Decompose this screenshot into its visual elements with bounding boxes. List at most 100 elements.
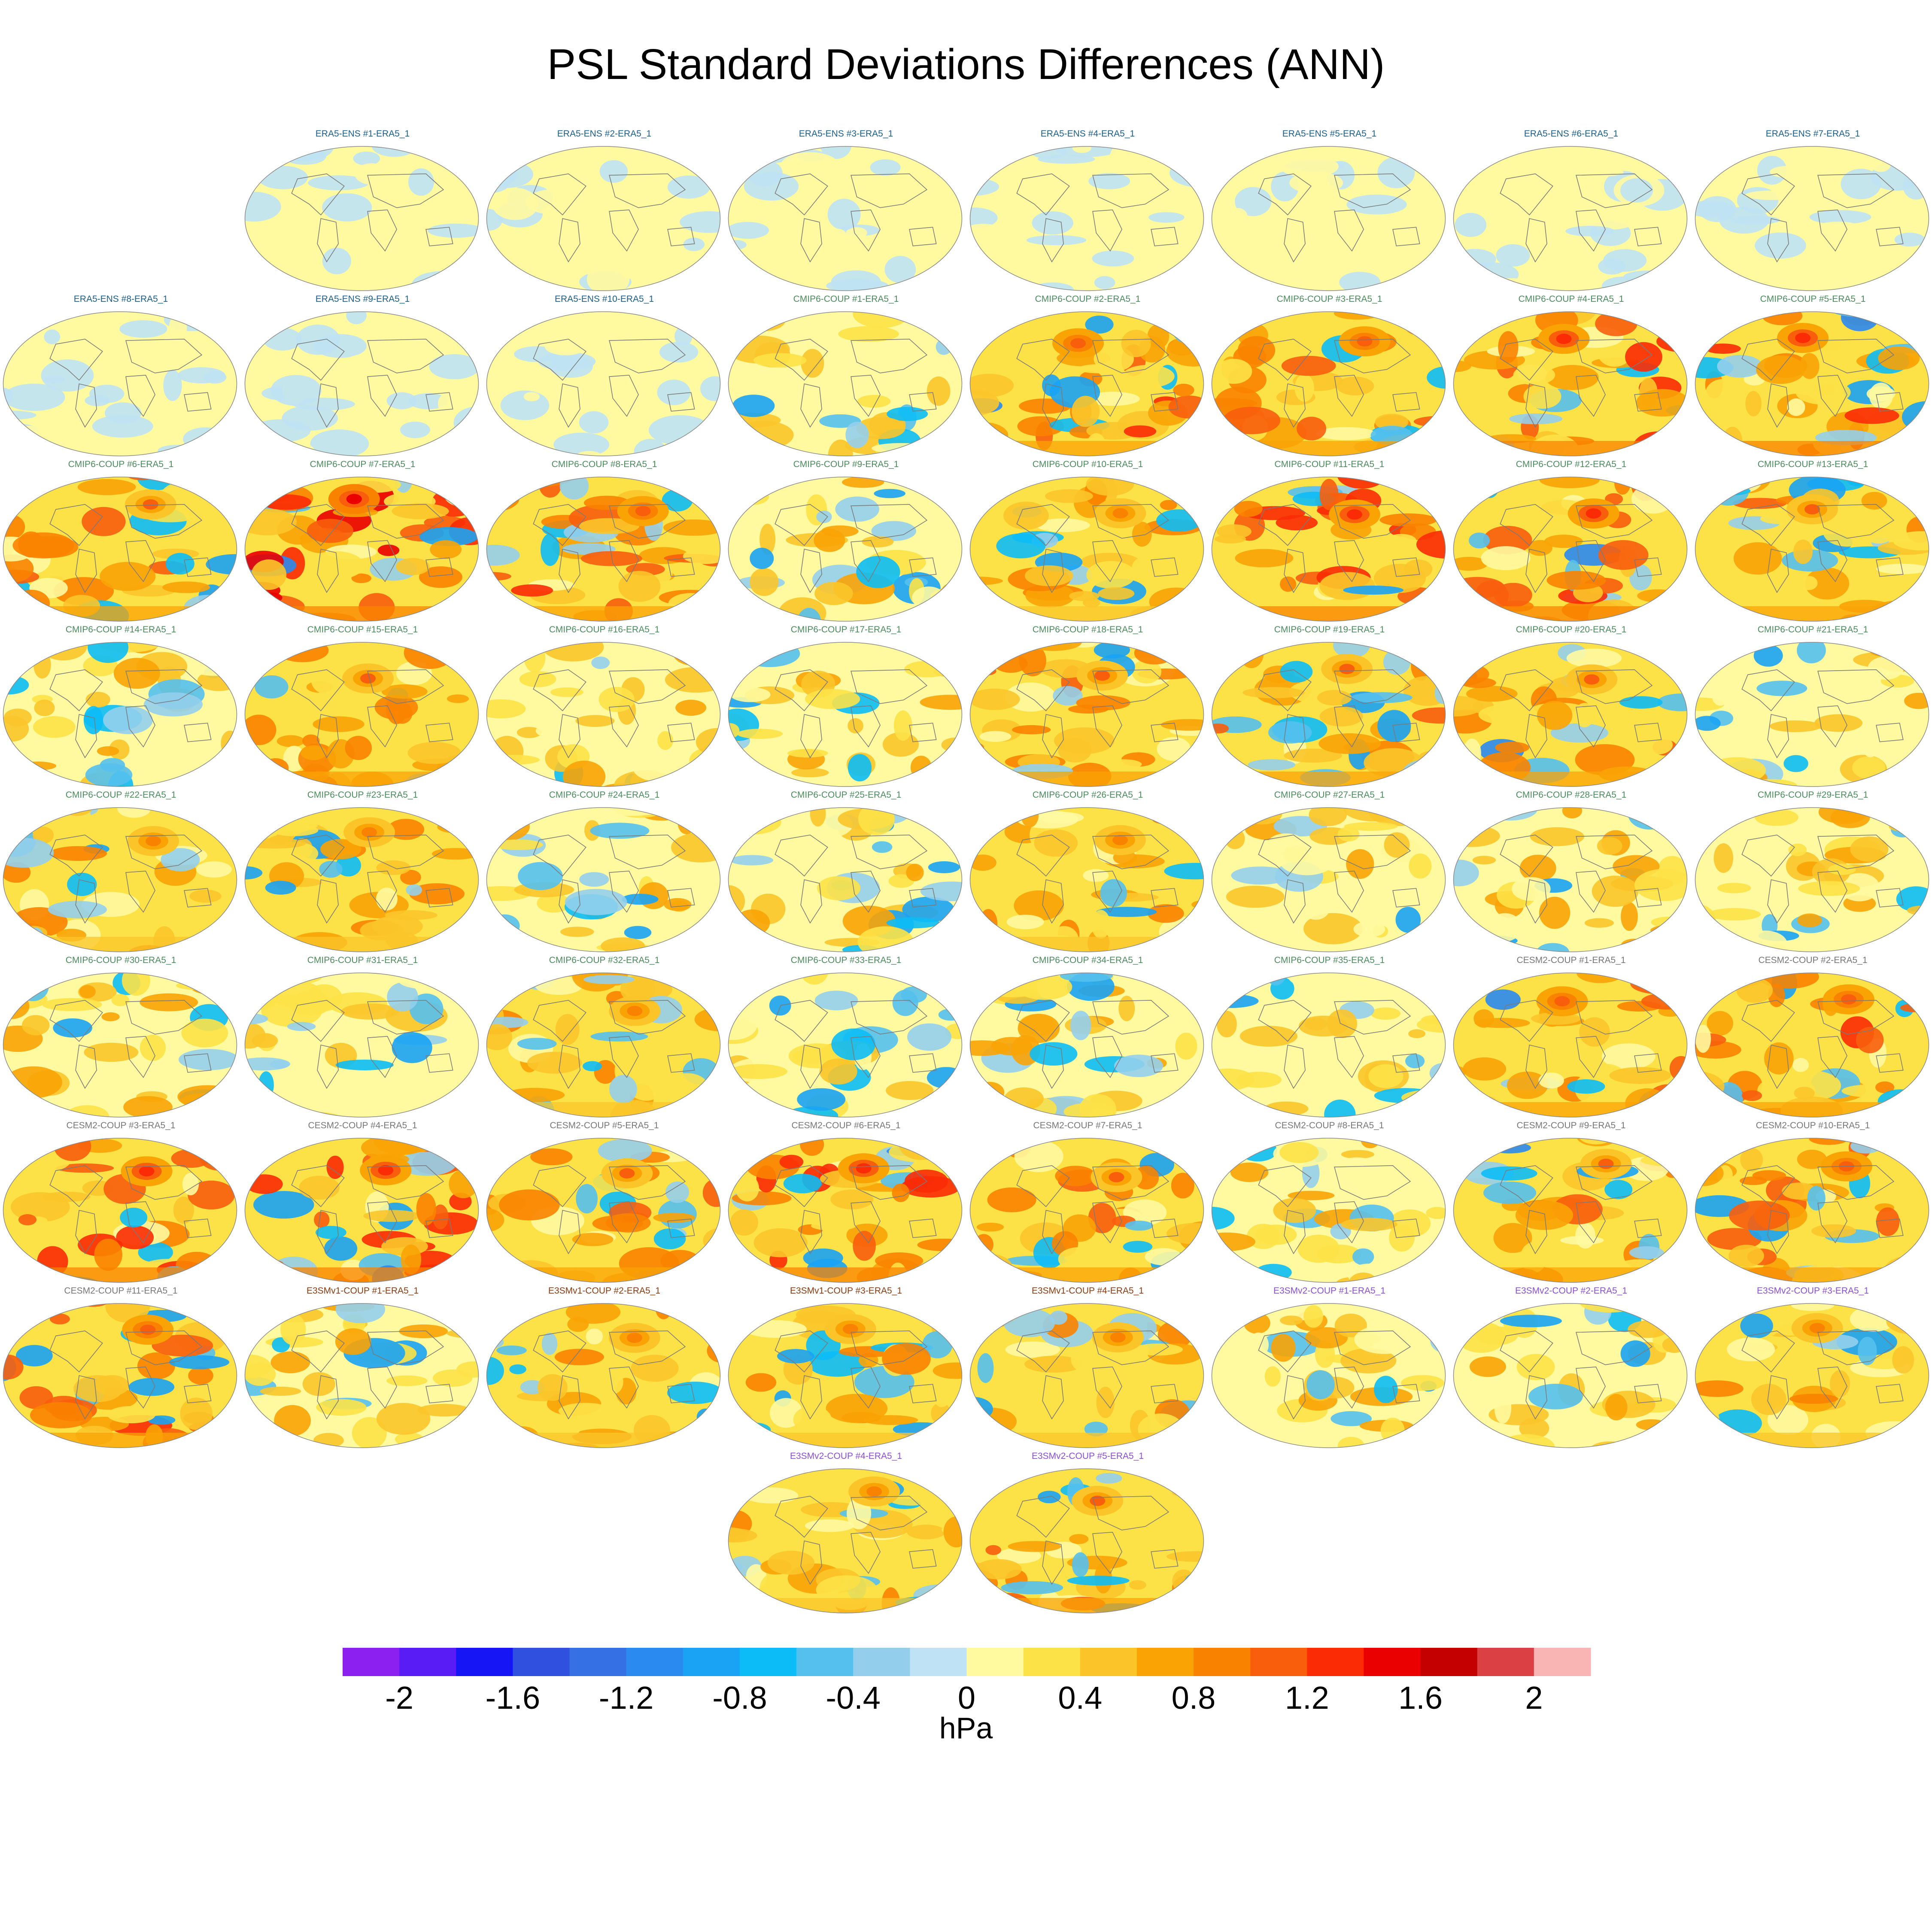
map-svg [244, 1138, 479, 1283]
panel-label: CMIP6-COUP #13-ERA5_1 [1757, 459, 1868, 469]
map-panel: CMIP6-COUP #1-ERA5_1 [725, 294, 967, 459]
map-svg [1211, 972, 1446, 1118]
map-svg [3, 477, 237, 622]
map-svg [1695, 477, 1929, 622]
map-svg [244, 311, 479, 456]
colorbar-tick-label: -2 [385, 1680, 413, 1716]
panel-label: CMIP6-COUP #4-ERA5_1 [1518, 294, 1624, 304]
panel-label: ERA5-ENS #3-ERA5_1 [799, 129, 893, 139]
panel-label: CMIP6-COUP #34-ERA5_1 [1032, 955, 1143, 965]
map-panel: ERA5-ENS #6-ERA5_1 [1450, 129, 1692, 294]
panel-label: E3SMv2-COUP #5-ERA5_1 [1031, 1451, 1144, 1461]
map-panel: CMIP6-COUP #26-ERA5_1 [967, 790, 1209, 955]
panel-label: CMIP6-COUP #14-ERA5_1 [65, 625, 176, 635]
map-svg [1211, 642, 1446, 787]
panel-label: CMIP6-COUP #27-ERA5_1 [1274, 790, 1385, 800]
map-svg [1695, 807, 1929, 952]
map-panel: CMIP6-COUP #18-ERA5_1 [967, 625, 1209, 790]
map-panel: CESM2-COUP #1-ERA5_1 [1450, 955, 1692, 1121]
map-panel: E3SMv1-COUP #1-ERA5_1 [242, 1286, 483, 1451]
map-svg [728, 1138, 963, 1283]
panel-label: CMIP6-COUP #8-ERA5_1 [551, 459, 657, 469]
map-svg [486, 146, 721, 291]
panel-label: CESM2-COUP #5-ERA5_1 [550, 1121, 659, 1130]
map-svg [1453, 146, 1688, 291]
map-panel: CMIP6-COUP #11-ERA5_1 [1209, 459, 1450, 625]
map-panel: ERA5-ENS #8-ERA5_1 [0, 294, 242, 459]
map-svg [728, 311, 963, 456]
panel-label: CESM2-COUP #11-ERA5_1 [64, 1286, 178, 1296]
map-panel: CMIP6-COUP #16-ERA5_1 [483, 625, 725, 790]
map-svg [1453, 642, 1688, 787]
map-panel: CMIP6-COUP #29-ERA5_1 [1692, 790, 1932, 955]
panel-label: CMIP6-COUP #25-ERA5_1 [790, 790, 902, 800]
map-svg [1453, 311, 1688, 456]
panel-label: CESM2-COUP #2-ERA5_1 [1758, 955, 1868, 965]
map-svg [1453, 807, 1688, 952]
map-svg [486, 477, 721, 622]
map-panel: E3SMv2-COUP #5-ERA5_1 [967, 1451, 1209, 1616]
panel-label: ERA5-ENS #4-ERA5_1 [1040, 129, 1135, 139]
map-panel: ERA5-ENS #10-ERA5_1 [483, 294, 725, 459]
map-svg [728, 972, 963, 1118]
map-panel: E3SMv2-COUP #3-ERA5_1 [1692, 1286, 1932, 1451]
colorbar-tick-label: -1.6 [485, 1680, 541, 1716]
panel-label: ERA5-ENS #2-ERA5_1 [557, 129, 652, 139]
map-svg [486, 642, 721, 787]
panel-label: CMIP6-COUP #23-ERA5_1 [307, 790, 418, 800]
map-svg [3, 642, 237, 787]
map-svg [1453, 477, 1688, 622]
map-panel: CMIP6-COUP #24-ERA5_1 [483, 790, 725, 955]
map-svg [1695, 1303, 1929, 1448]
panel-label: CMIP6-COUP #5-ERA5_1 [1760, 294, 1866, 304]
map-panel: ERA5-ENS #2-ERA5_1 [483, 129, 725, 294]
panel-label: CMIP6-COUP #21-ERA5_1 [1757, 625, 1868, 635]
map-panel: ERA5-ENS #7-ERA5_1 [1692, 129, 1932, 294]
map-svg [1453, 1138, 1688, 1283]
panel-label: CESM2-COUP #10-ERA5_1 [1756, 1121, 1870, 1130]
map-svg [1211, 311, 1446, 456]
map-svg [1211, 1138, 1446, 1283]
map-svg [1211, 146, 1446, 291]
map-panel: CESM2-COUP #9-ERA5_1 [1450, 1121, 1692, 1286]
panel-label: CMIP6-COUP #10-ERA5_1 [1032, 459, 1143, 469]
panel-label: CMIP6-COUP #15-ERA5_1 [307, 625, 418, 635]
panel-label: E3SMv1-COUP #3-ERA5_1 [790, 1286, 902, 1296]
map-panel: CMIP6-COUP #34-ERA5_1 [967, 955, 1209, 1121]
map-svg [969, 642, 1204, 787]
map-svg [3, 972, 237, 1118]
panel-label: CMIP6-COUP #22-ERA5_1 [65, 790, 176, 800]
colorbar-tick-label: 0 [957, 1680, 976, 1716]
map-svg [728, 1468, 963, 1613]
map-panel: CESM2-COUP #3-ERA5_1 [0, 1121, 242, 1286]
map-panel: E3SMv1-COUP #3-ERA5_1 [725, 1286, 967, 1451]
panel-label: CESM2-COUP #1-ERA5_1 [1516, 955, 1626, 965]
map-panel: CMIP6-COUP #12-ERA5_1 [1450, 459, 1692, 625]
map-panel: CESM2-COUP #7-ERA5_1 [967, 1121, 1209, 1286]
map-svg [969, 1303, 1204, 1448]
colorbar-tick-label: 0.4 [1058, 1680, 1103, 1716]
map-panel: CMIP6-COUP #22-ERA5_1 [0, 790, 242, 955]
panel-label: CMIP6-COUP #26-ERA5_1 [1032, 790, 1143, 800]
map-svg [728, 807, 963, 952]
map-panel: CMIP6-COUP #5-ERA5_1 [1692, 294, 1932, 459]
panel-label: CESM2-COUP #4-ERA5_1 [308, 1121, 417, 1130]
panel-label: CMIP6-COUP #9-ERA5_1 [793, 459, 899, 469]
panel-label: E3SMv2-COUP #2-ERA5_1 [1515, 1286, 1628, 1296]
map-svg [3, 311, 237, 456]
panel-label: ERA5-ENS #8-ERA5_1 [73, 294, 168, 304]
panel-label: CMIP6-COUP #6-ERA5_1 [68, 459, 174, 469]
map-panel: CMIP6-COUP #6-ERA5_1 [0, 459, 242, 625]
panel-label: CMIP6-COUP #24-ERA5_1 [549, 790, 660, 800]
panel-label: CMIP6-COUP #19-ERA5_1 [1274, 625, 1385, 635]
map-panel: CMIP6-COUP #17-ERA5_1 [725, 625, 967, 790]
map-svg [728, 146, 963, 291]
map-svg [244, 1303, 479, 1448]
map-svg [728, 477, 963, 622]
map-panel: CMIP6-COUP #33-ERA5_1 [725, 955, 967, 1121]
panel-label: CMIP6-COUP #11-ERA5_1 [1274, 459, 1385, 469]
map-svg [244, 477, 479, 622]
map-panel: ERA5-ENS #5-ERA5_1 [1209, 129, 1450, 294]
map-panel: E3SMv2-COUP #1-ERA5_1 [1209, 1286, 1450, 1451]
map-svg [1453, 972, 1688, 1118]
